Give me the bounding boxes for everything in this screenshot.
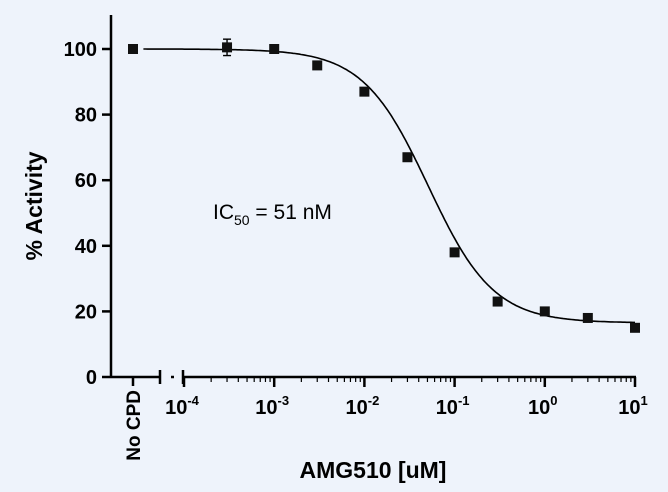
x-tick-base: 10 [165, 397, 187, 419]
y-tick-label: 60 [75, 170, 97, 192]
ic50-prefix: IC [213, 201, 234, 224]
data-point [449, 247, 460, 258]
data-point [359, 86, 370, 97]
x-axis-title: AMG510 [uM] [300, 457, 447, 483]
data-point [222, 42, 233, 53]
data-point [492, 296, 503, 307]
fit-curve [143, 48, 635, 324]
y-tick-label: 80 [75, 105, 97, 127]
x-tick-exponent: -3 [278, 393, 290, 408]
x-tick-base: 10 [345, 397, 367, 419]
x-tick-label: 10-3 [255, 393, 289, 419]
data-point-control [128, 44, 138, 54]
x-tick-label: 101 [618, 393, 647, 419]
x-tick-exponent: 1 [641, 393, 648, 408]
y-axis-title: % Activity [21, 151, 47, 260]
data-point [582, 312, 593, 323]
y-tick-label: 100 [64, 39, 97, 61]
x-tick-label: 10-1 [436, 393, 470, 419]
y-tick-label: 0 [86, 367, 97, 389]
x-tick-exponent: -2 [368, 393, 380, 408]
fit-curve-layer [143, 48, 635, 324]
x-tick-label-control: No CPD [124, 390, 145, 461]
x-tick-base: 10 [436, 397, 458, 419]
x-tick-label: 10-4 [165, 393, 200, 419]
x-tick-exponent: -4 [187, 393, 199, 408]
x-tick-base: 10 [618, 397, 640, 419]
data-point [539, 306, 550, 317]
x-tick-label: 10-2 [345, 393, 379, 419]
x-tick-exponent: 0 [550, 393, 557, 408]
data-point [630, 322, 640, 333]
data-point [402, 152, 413, 163]
labels-layer: No CPD % Activity AMG510 [uM] IC50 = 51 nM [21, 151, 446, 483]
x-tick-base: 10 [528, 397, 550, 419]
y-tick-label: 40 [75, 236, 97, 258]
data-points-layer [128, 38, 640, 333]
ic50-annotation: IC50 = 51 nM [213, 201, 332, 228]
data-point [269, 44, 280, 54]
ic50-subscript: 50 [234, 212, 250, 228]
x-tick-exponent: -1 [458, 393, 470, 408]
x-tick-label: 100 [528, 393, 557, 419]
ic50-suffix: = 51 nM [250, 201, 332, 224]
y-tick-label: 20 [75, 301, 97, 323]
data-point [312, 60, 323, 71]
x-tick-base: 10 [255, 397, 277, 419]
